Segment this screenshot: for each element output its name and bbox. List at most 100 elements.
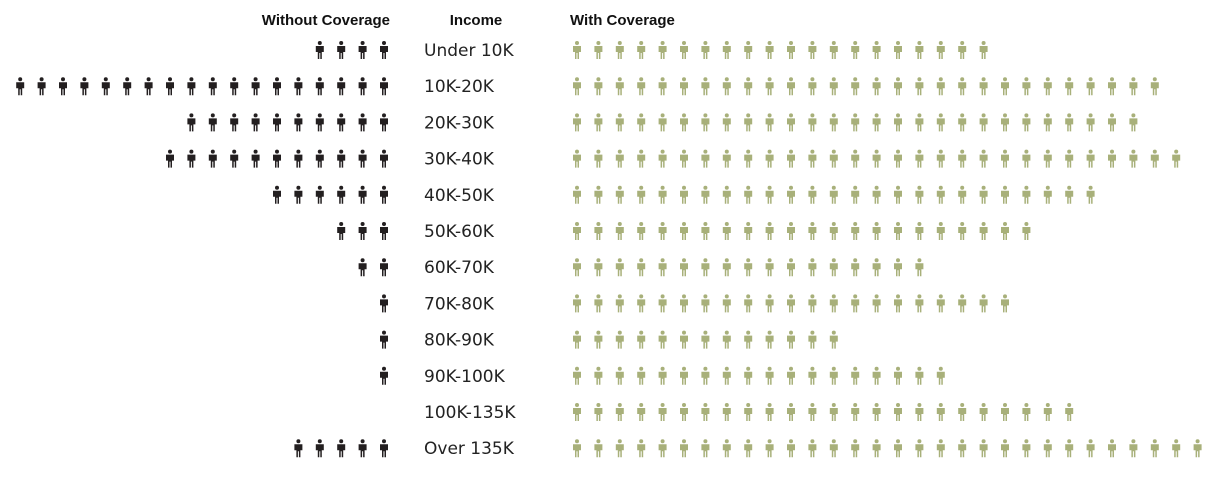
with-coverage-person-icon (658, 113, 667, 132)
with-coverage-person-icon (615, 113, 624, 132)
with-coverage-person-icon (829, 77, 838, 96)
with-coverage-person-icon (615, 149, 624, 168)
without-coverage-person-icon (315, 439, 324, 458)
without-coverage-person-icon (380, 77, 388, 96)
with-coverage-person-icon (573, 294, 581, 313)
with-coverage-person-icon (1150, 77, 1159, 96)
with-coverage-person-icon (722, 439, 731, 458)
income-category-label: Over 135K (424, 439, 515, 459)
with-coverage-person-icon (615, 403, 624, 421)
with-coverage-person-icon (958, 222, 967, 240)
with-coverage-person-icon (979, 439, 988, 458)
with-coverage-person-icon (594, 439, 603, 458)
with-coverage-person-icon (958, 403, 967, 421)
with-coverage-person-icon (894, 403, 902, 421)
with-coverage-person-icon (787, 330, 795, 349)
with-coverage-person-icon (1065, 149, 1074, 168)
with-coverage-person-icon (829, 330, 838, 349)
with-coverage-person-icon (744, 439, 753, 458)
without-coverage-person-icon (380, 330, 388, 349)
with-coverage-person-icon (573, 330, 581, 349)
income-category-label: 30K-40K (424, 150, 495, 170)
with-coverage-person-icon (979, 113, 988, 132)
chart-row: 50K-60K (337, 222, 1031, 242)
chart-row: 30K-40K (166, 149, 1181, 170)
with-coverage-person-icon (722, 258, 731, 277)
with-coverage-person-icon (637, 41, 646, 59)
with-coverage-person-icon (701, 439, 710, 458)
with-coverage-person-icon (872, 77, 881, 96)
with-coverage-person-icon (787, 366, 795, 385)
with-coverage-person-icon (915, 41, 924, 59)
with-coverage-person-icon (594, 258, 603, 277)
with-coverage-person-icon (872, 258, 881, 277)
with-coverage-person-icon (680, 41, 688, 59)
income-category-label: 60K-70K (424, 258, 495, 278)
with-coverage-person-icon (894, 185, 902, 204)
with-coverage-person-icon (1065, 403, 1074, 421)
with-coverage-person-icon (872, 149, 881, 168)
with-coverage-person-icon (915, 366, 924, 385)
with-coverage-person-icon (894, 366, 902, 385)
with-coverage-person-icon (829, 222, 838, 240)
with-coverage-person-icon (594, 113, 603, 132)
without-coverage-person-icon (380, 366, 388, 385)
with-coverage-person-icon (701, 77, 710, 96)
without-coverage-person-icon (166, 149, 174, 168)
with-coverage-person-icon (573, 185, 581, 204)
with-coverage-person-icon (573, 222, 581, 240)
without-coverage-person-icon (358, 113, 367, 132)
with-coverage-person-icon (979, 222, 988, 240)
with-coverage-person-icon (701, 294, 710, 313)
with-coverage-person-icon (658, 258, 667, 277)
with-coverage-person-icon (637, 403, 646, 421)
with-coverage-person-icon (787, 403, 795, 421)
with-coverage-person-icon (979, 77, 988, 96)
with-coverage-person-icon (765, 77, 774, 96)
with-coverage-person-icon (979, 185, 988, 204)
with-coverage-person-icon (573, 439, 581, 458)
with-coverage-person-icon (979, 41, 988, 59)
without-coverage-person-icon (37, 77, 46, 96)
with-coverage-person-icon (1150, 439, 1159, 458)
with-coverage-person-icon (637, 185, 646, 204)
with-coverage-person-icon (915, 294, 924, 313)
chart-row: 20K-30K (187, 113, 1138, 133)
with-coverage-person-icon (936, 113, 945, 132)
with-coverage-person-icon (1065, 185, 1074, 204)
without-coverage-person-icon (380, 294, 388, 313)
with-coverage-person-icon (787, 77, 795, 96)
with-coverage-person-icon (1022, 149, 1031, 168)
with-coverage-person-icon (894, 258, 902, 277)
with-coverage-person-icon (936, 439, 945, 458)
with-coverage-person-icon (894, 222, 902, 240)
with-coverage-person-icon (744, 330, 753, 349)
with-coverage-person-icon (1001, 403, 1009, 421)
with-coverage-person-icon (1001, 185, 1009, 204)
with-coverage-person-icon (615, 366, 624, 385)
with-coverage-person-icon (851, 41, 860, 59)
with-coverage-person-icon (851, 258, 860, 277)
with-coverage-person-icon (658, 366, 667, 385)
without-coverage-person-icon (187, 77, 196, 96)
income-category-label: Under 10K (424, 41, 514, 61)
with-coverage-person-icon (594, 41, 603, 59)
with-coverage-person-icon (808, 185, 817, 204)
with-coverage-person-icon (872, 403, 881, 421)
with-coverage-person-icon (722, 113, 731, 132)
with-coverage-person-icon (637, 258, 646, 277)
without-coverage-person-icon (380, 41, 388, 59)
income-category-label: 100K-135K (424, 403, 516, 423)
with-coverage-person-icon (637, 330, 646, 349)
with-coverage-person-icon (894, 439, 902, 458)
without-coverage-person-icon (294, 77, 303, 96)
with-coverage-person-icon (594, 294, 603, 313)
with-coverage-person-icon (979, 403, 988, 421)
with-coverage-person-icon (787, 258, 795, 277)
with-coverage-person-icon (958, 439, 967, 458)
with-coverage-person-icon (594, 222, 603, 240)
with-coverage-person-icon (829, 113, 838, 132)
with-coverage-person-icon (1043, 149, 1052, 168)
with-coverage-person-icon (722, 294, 731, 313)
